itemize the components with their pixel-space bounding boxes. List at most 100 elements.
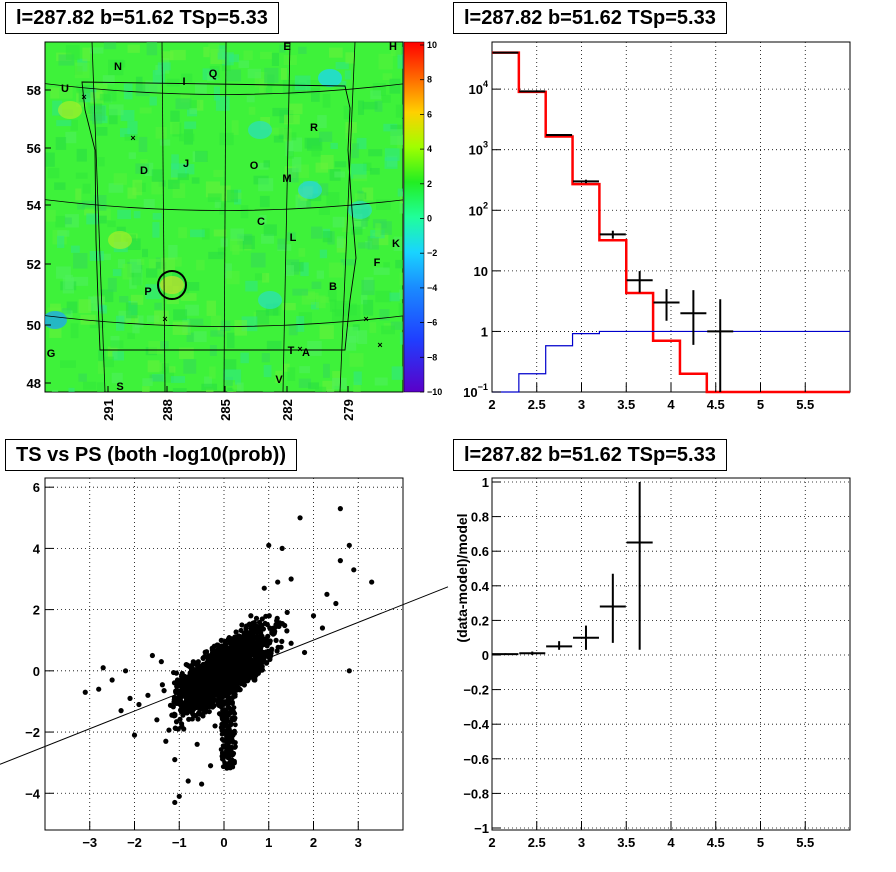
- map-texture-cell: [127, 44, 140, 53]
- scatter-point: [288, 640, 294, 646]
- map-texture-cell: [247, 68, 262, 79]
- map-texture-cell: [361, 279, 375, 296]
- map-texture-cell: [119, 296, 129, 303]
- map-texture-cell: [330, 142, 338, 149]
- map-texture-cell: [322, 93, 331, 108]
- map-texture-cell: [185, 304, 199, 316]
- map-texture-cell: [189, 100, 201, 109]
- map-texture-cell: [263, 365, 272, 378]
- spectrum-y-tick-label: 10: [474, 264, 488, 279]
- map-texture-cell: [89, 47, 104, 54]
- map-texture-blob: [298, 181, 322, 199]
- map-texture-cell: [308, 382, 319, 390]
- map-texture-cell: [142, 386, 150, 392]
- source-label-b: B: [329, 281, 337, 293]
- map-texture-cell: [382, 73, 393, 81]
- map-texture-cell: [318, 208, 330, 215]
- map-texture-cell: [118, 310, 132, 322]
- map-texture-cell: [304, 137, 321, 149]
- scatter-point: [249, 642, 255, 648]
- source-label-q: Q: [209, 68, 218, 80]
- scatter-point: [263, 660, 270, 666]
- spectrum-data-point: [707, 299, 734, 392]
- scatter-point: [232, 711, 238, 716]
- scatter-y-tick-label: 4: [33, 541, 41, 556]
- scatter-point: [243, 653, 250, 659]
- scatter-point: [178, 707, 184, 713]
- residuals-x-tick-label: 2: [488, 835, 495, 850]
- scatter-point: [185, 778, 191, 784]
- map-texture-cell: [125, 315, 139, 324]
- spectrum-x-tick-label: 4.5: [707, 397, 725, 412]
- scatter-point: [190, 676, 196, 682]
- sky-map-title: l=287.82 b=51.62 TSp=5.33: [5, 2, 279, 34]
- map-texture-cell: [262, 391, 275, 392]
- map-texture-cell: [336, 236, 344, 249]
- scatter-point: [225, 691, 231, 697]
- map-texture-cell: [226, 189, 238, 203]
- spectrum-data-point: [653, 289, 680, 321]
- scatter-point: [337, 558, 343, 564]
- scatter-point: [214, 675, 220, 682]
- scatter-point: [184, 694, 190, 700]
- scatter-point: [258, 630, 264, 636]
- map-texture-cell: [65, 45, 80, 60]
- map-texture-cell: [240, 205, 249, 219]
- source-label-g: G: [47, 348, 56, 360]
- map-x-tick-label: 285: [218, 399, 233, 421]
- map-texture-cell: [78, 88, 85, 103]
- map-texture-cell: [389, 292, 400, 302]
- scatter-point: [203, 677, 209, 683]
- scatter-point: [319, 625, 326, 631]
- scatter-point: [215, 646, 221, 653]
- scatter-point: [246, 647, 252, 653]
- map-texture-cell: [134, 315, 144, 328]
- map-texture-cell: [217, 45, 226, 60]
- residuals-x-tick-label: 3.5: [617, 835, 635, 850]
- map-texture-cell: [154, 310, 169, 326]
- map-texture-cell: [328, 47, 343, 58]
- map-texture-cell: [102, 356, 114, 368]
- scatter-point: [248, 613, 254, 619]
- map-texture-cell: [155, 126, 167, 139]
- map-survey-boundary: [81, 81, 357, 351]
- map-texture-cell: [226, 69, 242, 82]
- map-texture-cell: [287, 367, 296, 381]
- map-texture-cell: [319, 183, 329, 196]
- map-texture-cell: [259, 215, 267, 226]
- map-texture-cell: [287, 232, 296, 241]
- scatter-point: [333, 600, 339, 607]
- map-texture-cell: [148, 258, 161, 270]
- map-texture-cell: [151, 169, 163, 182]
- map-texture-cell: [152, 70, 166, 84]
- scatter-point: [189, 716, 195, 722]
- scatter-points: [82, 506, 375, 806]
- scatter-title: TS vs PS (both -log10(prob)): [5, 439, 297, 471]
- map-texture-cell: [286, 265, 295, 276]
- scatter-point: [346, 542, 352, 548]
- map-texture-cell: [360, 294, 368, 305]
- map-texture-cell: [119, 128, 131, 138]
- map-texture-cell: [222, 52, 234, 66]
- scatter-point: [204, 664, 210, 670]
- map-texture-cell: [345, 129, 354, 139]
- map-texture-cell: [234, 320, 248, 336]
- scatter-point: [212, 723, 218, 729]
- map-texture-cell: [135, 76, 143, 91]
- map-texture-cell: [190, 229, 205, 238]
- map-texture-cell: [103, 42, 117, 50]
- map-texture-cell: [379, 309, 390, 321]
- map-y-tick-label: 52: [27, 257, 41, 272]
- map-x-tick-label: 291: [101, 399, 116, 421]
- scatter-point: [174, 678, 180, 685]
- scatter-point: [182, 679, 189, 685]
- scatter-point: [230, 690, 236, 696]
- map-texture-cell: [168, 179, 180, 190]
- residuals-y-tick-label: −0.8: [463, 786, 489, 801]
- map-texture-cell: [245, 280, 258, 292]
- map-texture-cell: [185, 282, 200, 291]
- map-texture-cell: [68, 387, 75, 392]
- scatter-point: [184, 708, 190, 714]
- scatter-point: [234, 655, 240, 661]
